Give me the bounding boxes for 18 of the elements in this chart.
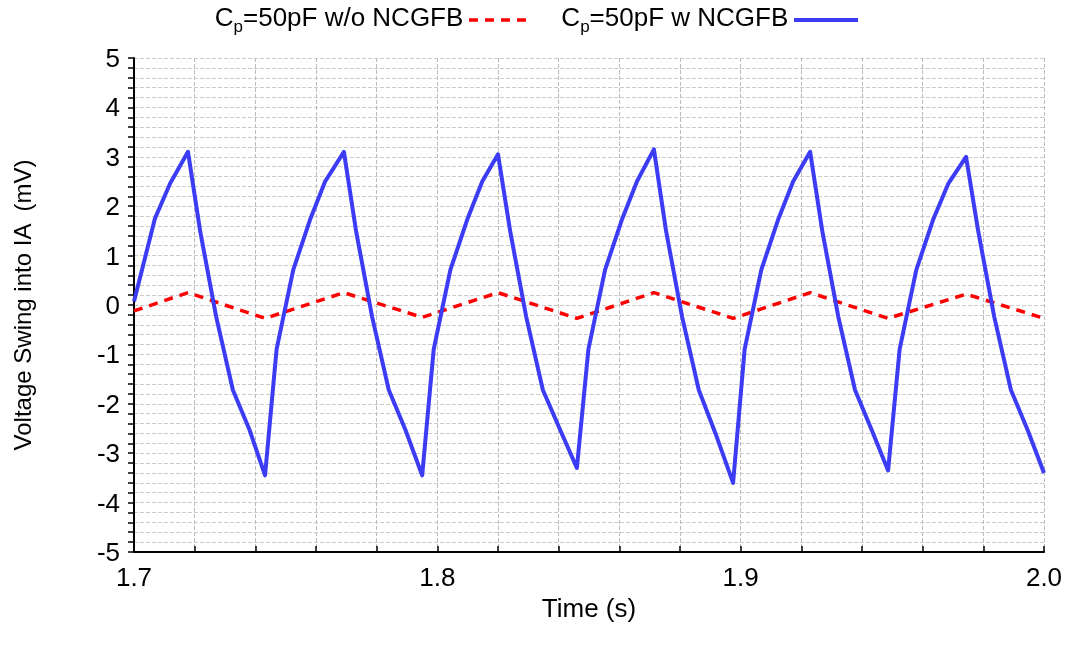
x-tick-label: 1.8	[419, 562, 456, 592]
y-tick-label: -1	[96, 339, 120, 370]
y-tick-label: -3	[96, 438, 120, 469]
x-tick-label: 1.9	[722, 562, 759, 592]
y-tick-label: 5	[105, 43, 120, 73]
legend-label: C$_{p}$=50pF w/o NCGFB	[214, 2, 464, 38]
x-tick-label: 2.0	[1025, 562, 1063, 592]
x-axis-title: Time (s)	[541, 592, 637, 623]
y-tick-label: 0	[105, 290, 120, 320]
y-tick-label: 2	[105, 191, 120, 222]
y-tick-label: 4	[105, 92, 120, 123]
y-tick-label: -4	[96, 487, 120, 518]
y-axis-title: Voltage Swing into IA (mV)	[8, 159, 36, 451]
y-tick-label: 1	[105, 240, 120, 271]
legend-label: C$_{p}$=50pF w NCGFB	[561, 2, 789, 38]
line-series	[132, 147, 1046, 485]
y-tick-label: -2	[96, 388, 120, 419]
y-tick-label: 3	[105, 141, 120, 172]
